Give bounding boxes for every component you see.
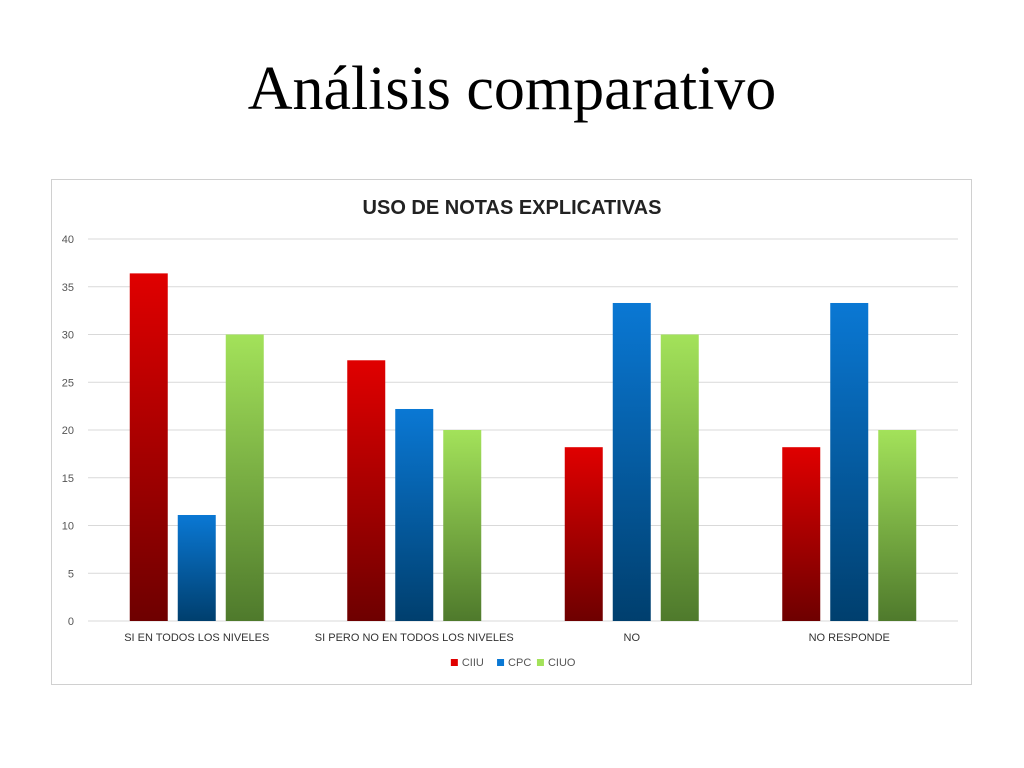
bar-ciuo-2 (443, 430, 482, 621)
y-tick-label: 0 (68, 616, 74, 628)
bar-ciiu-4 (782, 447, 821, 621)
bar-ciiu-3 (564, 447, 603, 621)
y-tick-label: 40 (62, 234, 74, 246)
bar-cpc-2 (395, 408, 434, 621)
y-tick-label: 35 (62, 282, 74, 294)
legend: CIIU CPC CIUO (450, 657, 576, 669)
y-tick-label: 20 (62, 425, 74, 437)
y-tick-label: 25 (62, 377, 74, 389)
slide-title: Análisis comparativo (247, 55, 777, 123)
y-tick-label: 5 (68, 568, 74, 580)
legend-swatch-ciuo (536, 659, 544, 666)
y-axis-ticks: 0 5 10 15 20 25 30 35 40 (62, 234, 74, 628)
legend-label-ciuo: CIUO (548, 657, 576, 669)
bar-cpc-3 (612, 302, 651, 621)
chart-title: USO DE NOTAS EXPLICATIVAS (363, 197, 662, 219)
legend-label-ciiu: CIIU (462, 657, 484, 669)
gridlines (88, 238, 958, 622)
y-tick-label: 10 (62, 521, 74, 533)
chart-frame: USO DE NOTAS EXPLICATIVAS 0 5 10 15 20 25 30 35… (51, 179, 972, 685)
bar-ciuo-1 (225, 334, 264, 621)
bar-cpc-1 (177, 514, 216, 621)
bar-cpc-4 (830, 302, 869, 621)
y-tick-label: 30 (62, 330, 74, 342)
x-category-label: SI PERO NO EN TODOS LOS NIVELES (315, 632, 514, 644)
bar-chart: USO DE NOTAS EXPLICATIVAS 0 5 10 15 20 25 30 35… (62, 197, 958, 669)
bar-ciiu-2 (347, 360, 386, 621)
legend-swatch-cpc (497, 659, 505, 666)
bar-ciuo-4 (878, 430, 917, 621)
bars (129, 273, 917, 621)
x-category-label: NO RESPONDE (809, 632, 890, 644)
bar-ciuo-3 (660, 334, 699, 621)
x-category-label: NO (624, 632, 641, 644)
x-axis-categories: SI EN TODOS LOS NIVELES SI PERO NO EN TOD… (124, 632, 890, 644)
legend-label-cpc: CPC (508, 657, 531, 669)
legend-swatch-ciiu (450, 659, 458, 666)
x-category-label: SI EN TODOS LOS NIVELES (124, 632, 269, 644)
bar-ciiu-1 (129, 273, 168, 621)
y-tick-label: 15 (62, 473, 74, 485)
